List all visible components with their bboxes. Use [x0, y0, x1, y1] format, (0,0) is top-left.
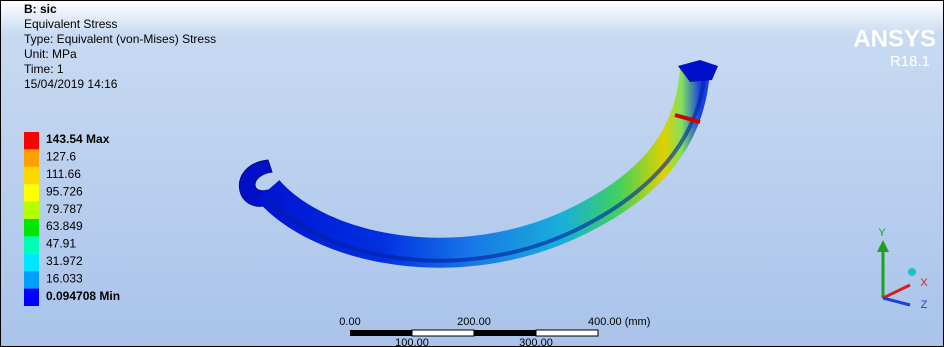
legend-label: 47.91	[46, 237, 76, 251]
logo: ANSYS	[853, 25, 936, 52]
legend-label: 63.849	[46, 219, 83, 233]
scale-label: 400.00 (mm)	[588, 316, 650, 328]
legend-label: 127.6	[46, 150, 76, 164]
legend-label: 0.094708 Min	[46, 289, 120, 303]
legend-swatch	[24, 219, 39, 236]
scale-label: 300.00	[519, 337, 553, 347]
scale-label: 0.00	[339, 316, 360, 328]
legend-label: 95.726	[46, 184, 83, 198]
info-line: Time: 1	[24, 62, 64, 76]
info-line: Equivalent Stress	[24, 17, 117, 31]
label-z: Z	[921, 299, 928, 311]
legend-swatch	[24, 202, 39, 219]
legend-label: 111.66	[46, 167, 81, 181]
label-x: X	[920, 277, 928, 289]
graphics-window: B: sic Equivalent StressType: Equivalent…	[0, 0, 944, 347]
result-title: B: sic	[24, 2, 57, 16]
scale-bar	[350, 330, 598, 336]
scale-label: 100.00	[395, 337, 429, 347]
legend-swatch	[24, 167, 39, 184]
legend-swatch	[24, 149, 39, 166]
legend-label: 79.787	[46, 202, 83, 216]
legend-swatch	[24, 271, 39, 288]
legend-swatch	[24, 132, 39, 149]
logo-version: R18.1	[890, 53, 930, 70]
legend-label: 16.033	[46, 271, 83, 285]
scale-segment	[536, 330, 598, 336]
info-line: Type: Equivalent (von-Mises) Stress	[24, 32, 216, 46]
scale-segment	[350, 330, 412, 336]
label-y: Y	[878, 227, 886, 239]
legend-label: 143.54 Max	[46, 132, 110, 146]
legend-swatch	[24, 254, 39, 271]
info-line: Unit: MPa	[24, 47, 77, 61]
viewport: B: sic Equivalent StressType: Equivalent…	[0, 0, 944, 347]
legend-swatch	[24, 289, 39, 306]
legend-swatch	[24, 184, 39, 201]
triad-ball	[908, 268, 916, 276]
info-line: 15/04/2019 14:16	[24, 77, 118, 91]
scale-segment	[412, 330, 474, 336]
legend-label: 31.972	[46, 254, 83, 268]
scale-label: 200.00	[457, 316, 491, 328]
background	[0, 0, 944, 347]
scale-segment	[474, 330, 536, 336]
legend-swatch	[24, 236, 39, 253]
